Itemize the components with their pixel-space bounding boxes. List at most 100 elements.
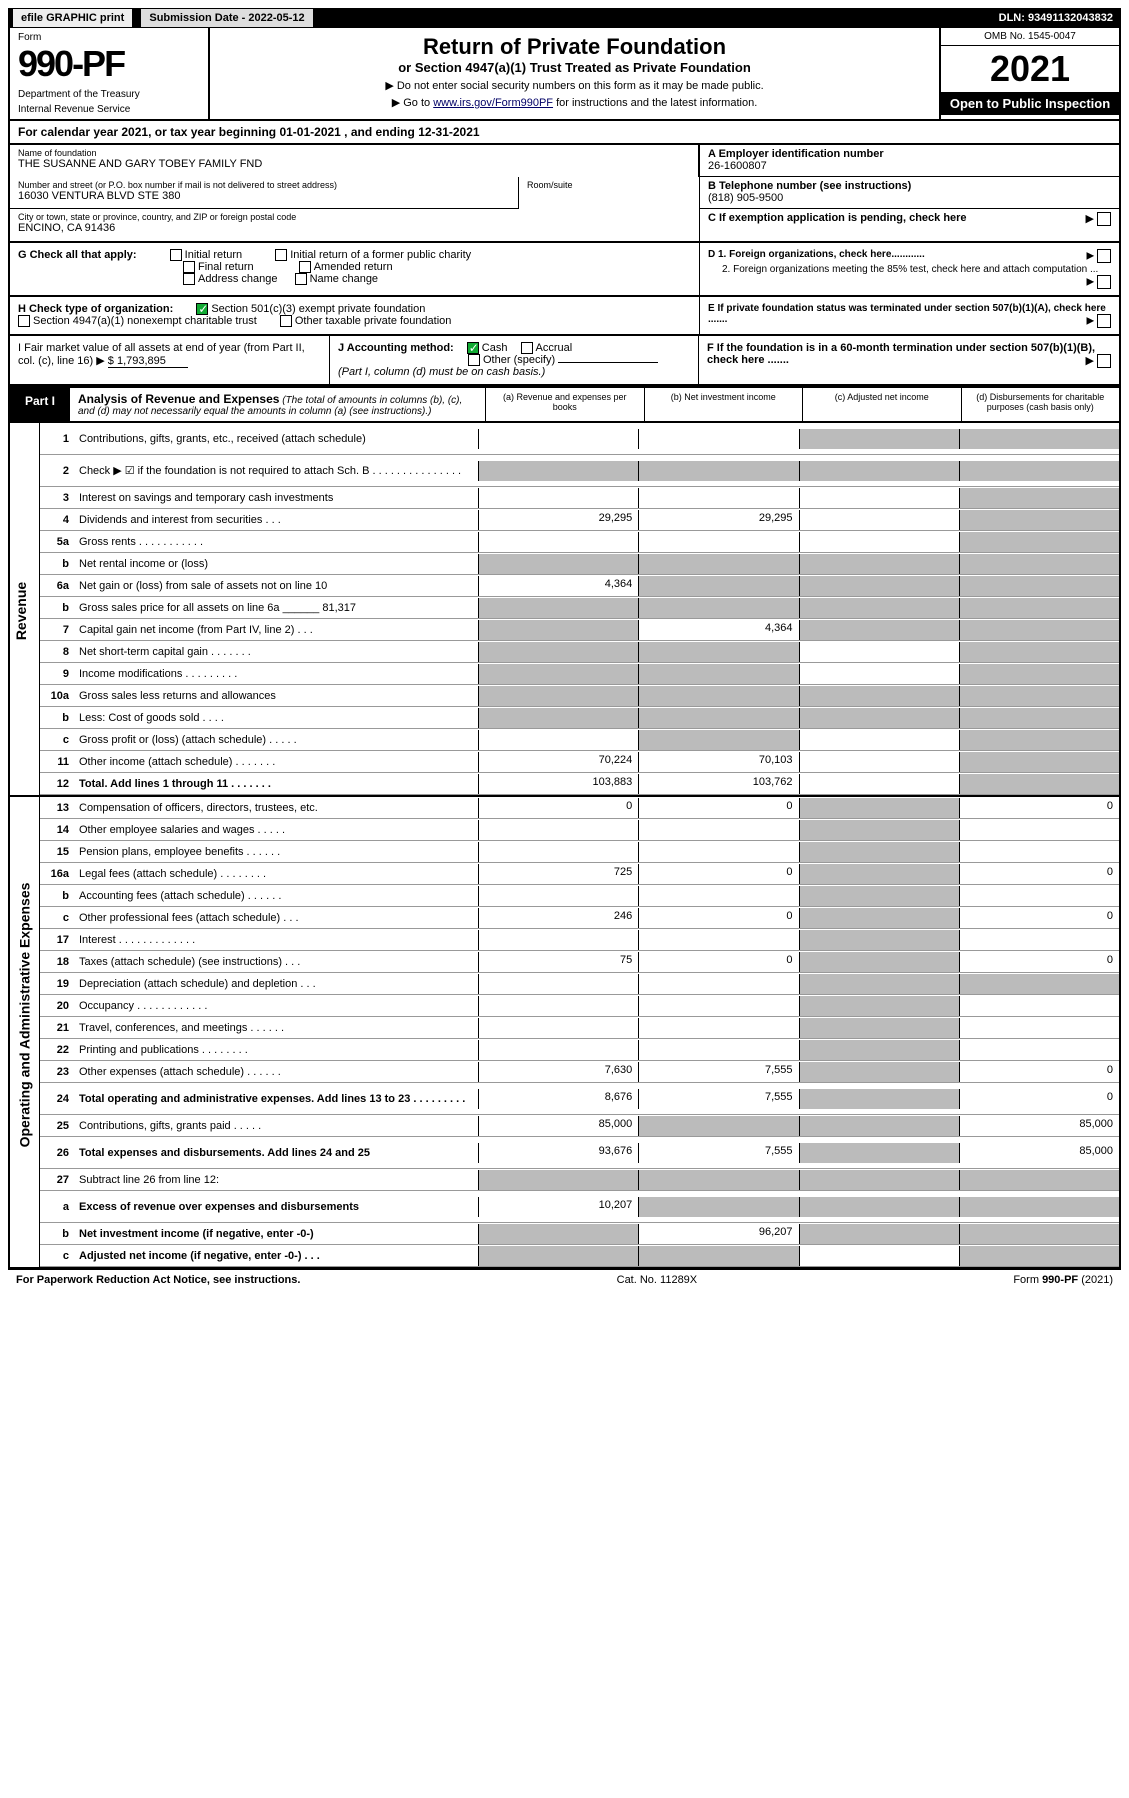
row-17: 17 Interest . . . . . . . . . . . . . [40, 929, 1119, 951]
cell-c [799, 708, 959, 728]
row-num: 1 [40, 433, 75, 445]
row-num: 20 [40, 1000, 75, 1012]
cell-d [959, 554, 1119, 574]
chk-4947[interactable] [18, 315, 30, 327]
cell-b [638, 598, 798, 618]
chk-amended[interactable] [299, 261, 311, 273]
cell-b [638, 488, 798, 508]
cell-d [959, 1018, 1119, 1038]
row-desc: Occupancy . . . . . . . . . . . . [75, 998, 478, 1014]
row-21: 21 Travel, conferences, and meetings . .… [40, 1017, 1119, 1039]
cell-c [799, 974, 959, 994]
row-num: 19 [40, 978, 75, 990]
row-22: 22 Printing and publications . . . . . .… [40, 1039, 1119, 1061]
e-checkbox[interactable] [1097, 314, 1111, 328]
chk-name[interactable] [295, 273, 307, 285]
chk-accrual[interactable] [521, 342, 533, 354]
ijf-row: I Fair market value of all assets at end… [8, 336, 1121, 386]
revenue-section: Revenue 1 Contributions, gifts, grants, … [8, 423, 1121, 797]
row-desc: Net short-term capital gain . . . . . . … [75, 644, 478, 660]
note-post: for instructions and the latest informat… [553, 97, 757, 109]
cell-a [478, 820, 638, 840]
cell-a: 70,224 [478, 752, 638, 772]
cell-c [799, 908, 959, 928]
chk-other-acct[interactable] [468, 354, 480, 366]
row-num: 2 [40, 465, 75, 477]
row-desc: Net gain or (loss) from sale of assets n… [75, 578, 478, 594]
row-c: c Adjusted net income (if negative, ente… [40, 1245, 1119, 1267]
i-arrow: ▶ [96, 355, 104, 367]
cell-b: 4,364 [638, 620, 798, 640]
d1-checkbox[interactable] [1097, 249, 1111, 263]
row-num: 15 [40, 846, 75, 858]
city-value: ENCINO, CA 91436 [18, 222, 691, 234]
other-specify-line [558, 362, 658, 363]
chk-final[interactable] [183, 261, 195, 273]
note-link: ▶ Go to www.irs.gov/Form990PF for instru… [216, 96, 933, 109]
row-desc: Other income (attach schedule) . . . . .… [75, 754, 478, 770]
cell-b [638, 642, 798, 662]
cell-d: 0 [959, 908, 1119, 928]
cell-b: 70,103 [638, 752, 798, 772]
row-13: 13 Compensation of officers, directors, … [40, 797, 1119, 819]
row-desc: Other professional fees (attach schedule… [75, 910, 478, 926]
expenses-label: Operating and Administrative Expenses [16, 883, 32, 1148]
room-label: Room/suite [527, 180, 691, 190]
j-cell: J Accounting method: Cash Accrual Other … [330, 336, 699, 384]
row-num: 25 [40, 1120, 75, 1132]
cell-c [799, 1116, 959, 1136]
cell-d [959, 730, 1119, 750]
expenses-section: Operating and Administrative Expenses 13… [8, 797, 1121, 1269]
chk-initial-public[interactable] [275, 249, 287, 261]
row-b: b Accounting fees (attach schedule) . . … [40, 885, 1119, 907]
cell-c [799, 620, 959, 640]
cell-a [478, 1170, 638, 1190]
cell-d [959, 752, 1119, 772]
cell-b [638, 1197, 798, 1217]
opt-501c3: Section 501(c)(3) exempt private foundat… [211, 303, 425, 315]
cal-mid: , and ending [341, 125, 418, 139]
chk-other-tax[interactable] [280, 315, 292, 327]
cell-d [959, 1197, 1119, 1217]
cell-d [959, 620, 1119, 640]
d2-checkbox[interactable] [1097, 275, 1111, 289]
cell-b [638, 842, 798, 862]
cell-c [799, 576, 959, 596]
j-note: (Part I, column (d) must be on cash basi… [338, 366, 545, 378]
revenue-label: Revenue [13, 582, 29, 640]
cell-d [959, 1246, 1119, 1266]
cell-b: 7,555 [638, 1062, 798, 1082]
cell-b [638, 708, 798, 728]
row-desc: Gross rents . . . . . . . . . . . [75, 534, 478, 550]
cell-d: 0 [959, 798, 1119, 818]
top-bar-left: efile GRAPHIC print Submission Date - 20… [10, 12, 316, 24]
c-checkbox[interactable] [1097, 212, 1111, 226]
cell-a [478, 708, 638, 728]
cell-a [478, 686, 638, 706]
row-desc: Capital gain net income (from Part IV, l… [75, 622, 478, 638]
irs-link[interactable]: www.irs.gov/Form990PF [433, 97, 553, 109]
chk-501c3[interactable] [196, 303, 208, 315]
row-num: 9 [40, 668, 75, 680]
chk-address[interactable] [183, 273, 195, 285]
opt-amended: Amended return [314, 261, 393, 273]
cell-c [799, 686, 959, 706]
chk-initial[interactable] [170, 249, 182, 261]
cell-a [478, 642, 638, 662]
row-desc: Compensation of officers, directors, tru… [75, 800, 478, 816]
cell-c [799, 461, 959, 481]
cell-b: 7,555 [638, 1143, 798, 1163]
row-num: b [40, 602, 75, 614]
efile-print-button[interactable]: efile GRAPHIC print [12, 8, 133, 28]
cell-a [478, 886, 638, 906]
row-num: 18 [40, 956, 75, 968]
form-subtitle: or Section 4947(a)(1) Trust Treated as P… [216, 60, 933, 75]
cell-c [799, 1246, 959, 1266]
row-desc: Adjusted net income (if negative, enter … [75, 1248, 478, 1264]
cell-c [799, 1224, 959, 1244]
cell-a: 246 [478, 908, 638, 928]
row-desc: Legal fees (attach schedule) . . . . . .… [75, 866, 478, 882]
chk-cash[interactable] [467, 342, 479, 354]
f-checkbox[interactable] [1097, 354, 1111, 368]
row-23: 23 Other expenses (attach schedule) . . … [40, 1061, 1119, 1083]
